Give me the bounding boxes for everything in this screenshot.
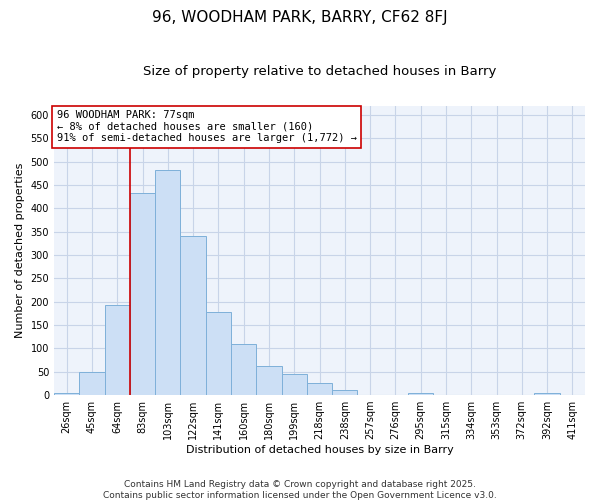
Bar <box>332 390 358 395</box>
Bar <box>535 392 560 395</box>
Title: Size of property relative to detached houses in Barry: Size of property relative to detached ho… <box>143 65 496 78</box>
Bar <box>206 312 231 395</box>
Bar <box>307 384 332 395</box>
Bar <box>231 344 256 395</box>
Y-axis label: Number of detached properties: Number of detached properties <box>15 162 25 338</box>
Bar <box>155 170 181 395</box>
Bar <box>281 374 307 395</box>
Text: Contains HM Land Registry data © Crown copyright and database right 2025.
Contai: Contains HM Land Registry data © Crown c… <box>103 480 497 500</box>
Bar <box>54 392 79 395</box>
Bar <box>79 372 104 395</box>
Bar <box>104 306 130 395</box>
Bar <box>408 392 433 395</box>
Bar <box>256 366 281 395</box>
Bar <box>181 236 206 395</box>
Text: 96 WOODHAM PARK: 77sqm
← 8% of detached houses are smaller (160)
91% of semi-det: 96 WOODHAM PARK: 77sqm ← 8% of detached … <box>56 110 356 144</box>
X-axis label: Distribution of detached houses by size in Barry: Distribution of detached houses by size … <box>185 445 454 455</box>
Text: 96, WOODHAM PARK, BARRY, CF62 8FJ: 96, WOODHAM PARK, BARRY, CF62 8FJ <box>152 10 448 25</box>
Bar <box>130 194 155 395</box>
